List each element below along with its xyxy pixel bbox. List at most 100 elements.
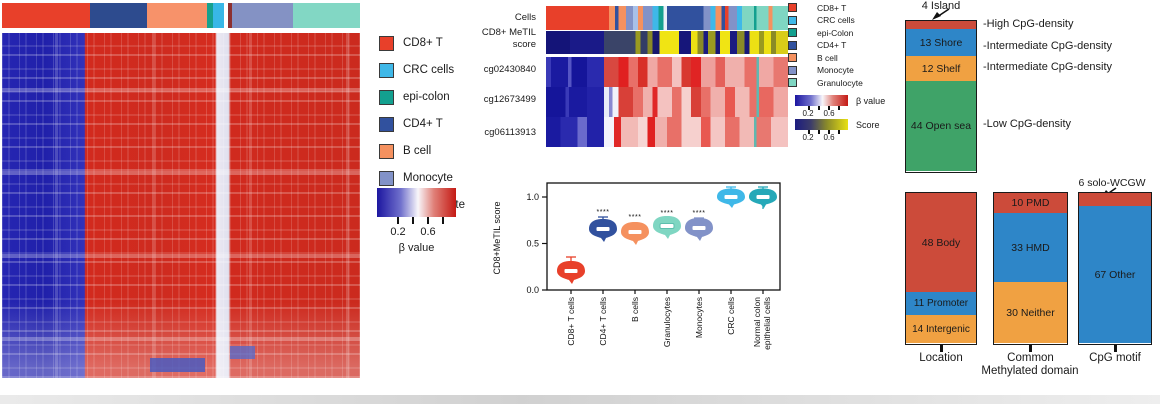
legend-item: Granulocyte <box>788 77 863 88</box>
legend-item: B cell <box>379 143 465 159</box>
segment-shelf: 12 Shelf <box>906 56 976 81</box>
bottom-edge-smudge <box>0 395 1160 404</box>
segment-intergenic: 14 Intergenic <box>906 315 976 343</box>
legend-label: Monocyte <box>817 65 854 75</box>
cpg-motif-bar: 67 Other <box>1078 192 1152 345</box>
metil-score-annotation-row <box>546 31 788 54</box>
segment-island <box>906 21 976 29</box>
axis-tick <box>1114 345 1117 352</box>
left-methylation-heatmap <box>2 33 360 378</box>
legend-item: CRC cells <box>379 62 465 78</box>
middle-cell-type-legend: CD8+ T CRC cells epi-Colon CD4+ T B cell… <box>788 2 863 90</box>
row-label-probe: cg06113913 <box>484 127 536 138</box>
x-tick-label: epithelial cells <box>762 297 772 350</box>
colorbar-tick-label: 0.6 <box>823 133 835 142</box>
segment-other: 67 Other <box>1079 206 1151 343</box>
cd4-t-swatch <box>788 40 797 50</box>
axis-tick <box>940 345 943 352</box>
probe-heatmap-row-3 <box>546 117 788 147</box>
colorbar-title: β value <box>398 242 435 254</box>
monocyte-swatch <box>788 65 797 75</box>
legend-label: CD4+ T <box>403 118 443 130</box>
segment-hmd: 33 HMD <box>994 213 1067 282</box>
left-heatmap-column-annotation-bar <box>2 3 360 28</box>
cells-annotation-row <box>546 6 788 30</box>
legend-label: CD4+ T <box>817 40 847 50</box>
annotation-intermediate-cpg: -Intermediate CpG-density <box>983 61 1112 73</box>
legend-label: Monocyte <box>403 172 453 184</box>
colorbar-tick <box>412 217 414 224</box>
row-label-probe: cg12673499 <box>483 94 536 105</box>
island-arrow-icon <box>932 8 950 20</box>
left-cell-type-legend: CD8+ T CRC cells epi-colon CD4+ T B cell… <box>379 35 465 224</box>
b-cell-swatch <box>788 53 797 62</box>
violin-normal-colon-epithelial-cells <box>749 186 777 209</box>
x-tick-label: Monocytes <box>694 297 704 338</box>
colorbar-tick <box>427 217 429 224</box>
significance-mark: **** <box>661 210 674 217</box>
violin-granulocytes: **** <box>653 210 681 239</box>
x-tick-label: CRC cells <box>726 297 736 335</box>
row-label-probe: cg02430840 <box>483 64 536 75</box>
colorbar-tick <box>838 130 840 134</box>
row-label-metil-score: score <box>512 39 536 50</box>
category-label-cpg-motif: CpG motif <box>1089 352 1141 364</box>
x-tick-label: Granulocytes <box>662 297 672 347</box>
x-tick-label: CD4+ T cells <box>598 297 608 346</box>
x-tick-label: Normal colon <box>752 297 762 347</box>
x-tick-label: CD8+ T cells <box>566 297 576 346</box>
colorbar-tick <box>397 217 399 224</box>
probe-heatmap-row-2 <box>546 87 788 117</box>
significance-mark: **** <box>693 210 706 217</box>
beta-value-colorbar-small <box>795 95 848 106</box>
cd8-t-swatch <box>788 3 797 12</box>
segment-promoter: 11 Promoter <box>906 292 976 315</box>
colorbar-tick <box>818 106 820 110</box>
score-colorbar-title: Score <box>856 120 880 130</box>
granulocyte-swatch <box>788 78 797 87</box>
legend-item: epi-Colon <box>788 27 863 38</box>
legend-item: Monocyte <box>379 170 465 186</box>
annotation-high-cpg: -High CpG-density <box>983 18 1074 30</box>
cd4-t-swatch <box>379 116 394 132</box>
colorbar-tick <box>818 130 820 134</box>
row-label-cells: Cells <box>514 12 536 23</box>
legend-label: epi-Colon <box>817 27 854 38</box>
crc-cells-swatch <box>379 62 394 78</box>
colorbar-tick <box>808 106 810 110</box>
cd8-t-swatch <box>379 35 394 51</box>
segment-solo-wcgw <box>1079 193 1151 206</box>
colorbar-tick <box>442 217 444 224</box>
colorbar-tick <box>838 106 840 110</box>
legend-label: CD8+ T <box>403 37 443 49</box>
colorbar-tick <box>828 106 830 110</box>
location-bar: 48 Body 11 Promoter 14 Intergenic <box>905 192 977 345</box>
y-tick-label: 0.5 <box>526 239 539 249</box>
colorbar-tick-label: 0.6 <box>420 226 436 238</box>
category-label-common: Common <box>1007 352 1054 364</box>
legend-item: epi-colon <box>379 89 465 105</box>
violin-cd8-t-cells <box>557 256 585 284</box>
beta-value-colorbar <box>377 188 456 217</box>
legend-item: B cell <box>788 52 863 63</box>
violin-b-cells: **** <box>621 214 649 245</box>
legend-item: CD4+ T <box>379 116 465 132</box>
legend-label: epi-colon <box>403 91 450 103</box>
colorbar-tick-label: 0.2 <box>390 226 406 238</box>
y-tick-label: 0.0 <box>526 285 539 295</box>
violin-plot: CD8+MeTIL score 1.0 0.5 0.0 **** <box>492 182 781 350</box>
plot-frame <box>546 182 781 291</box>
epi-colon-swatch <box>788 28 797 37</box>
segment-pmd: 10 PMD <box>994 193 1067 213</box>
legend-item: CRC cells <box>788 15 863 26</box>
colorbar-tick <box>828 130 830 134</box>
solo-wcgw-callout-label: 6 solo-WCGW <box>1078 177 1146 189</box>
crc-cells-swatch <box>788 15 797 25</box>
row-label-metil: CD8+ MeTIL <box>481 27 536 38</box>
cpg-context-bar: 13 Shore 12 Shelf 44 Open sea <box>905 20 977 173</box>
legend-label: CRC cells <box>403 64 455 76</box>
segment-shore: 13 Shore <box>906 29 976 56</box>
legend-label: CRC cells <box>817 15 855 25</box>
x-tick-label: B cells <box>630 297 640 322</box>
